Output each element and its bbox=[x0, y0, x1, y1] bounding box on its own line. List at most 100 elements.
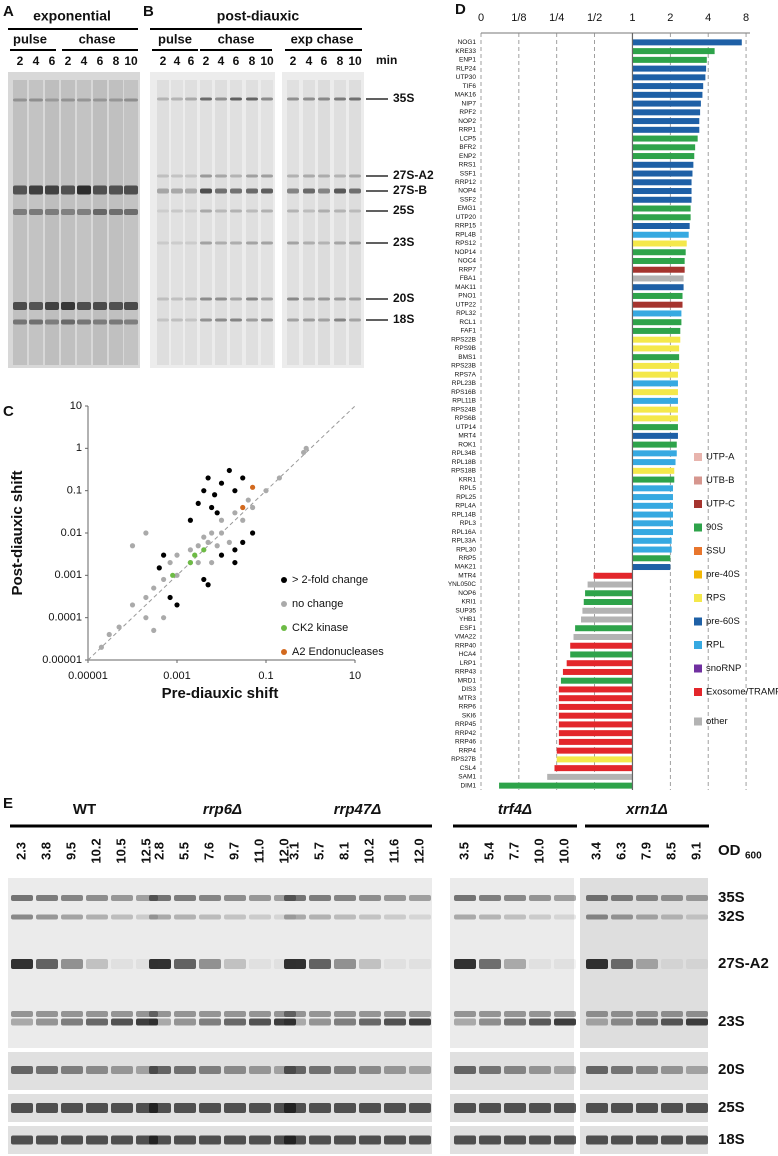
gel-band bbox=[111, 1018, 133, 1026]
gel-band bbox=[61, 1066, 83, 1074]
scatter-point bbox=[143, 615, 149, 621]
gel-lane bbox=[246, 80, 258, 365]
gel-band bbox=[230, 97, 242, 101]
scatter-point bbox=[195, 559, 201, 566]
gel-band bbox=[109, 185, 123, 195]
gel-band bbox=[287, 241, 299, 245]
lane-label: 10 bbox=[348, 54, 362, 68]
gel-band bbox=[11, 959, 33, 969]
legend-label: RPS bbox=[706, 593, 726, 604]
gel-band bbox=[287, 174, 299, 178]
category-label: RPL3 bbox=[460, 520, 477, 527]
bar bbox=[632, 126, 700, 133]
category-label: SSF1 bbox=[460, 170, 477, 177]
gel-band bbox=[359, 1135, 381, 1145]
gel-band bbox=[157, 188, 169, 194]
bar bbox=[632, 432, 678, 439]
gel-band bbox=[157, 318, 169, 322]
gel-lane bbox=[13, 80, 27, 365]
gel-band bbox=[529, 895, 551, 901]
category-label: EMG1 bbox=[458, 205, 477, 212]
gel-band bbox=[309, 1135, 331, 1145]
bar bbox=[558, 712, 633, 719]
lane-label: 2 bbox=[65, 54, 72, 68]
gel-band bbox=[86, 1103, 108, 1113]
bar bbox=[632, 459, 676, 466]
gel-band bbox=[303, 174, 315, 178]
gel-band bbox=[45, 302, 59, 310]
gel-band bbox=[504, 959, 526, 969]
bar bbox=[632, 362, 680, 369]
scatter-point bbox=[98, 644, 104, 650]
category-label: NOP4 bbox=[458, 188, 476, 195]
bar bbox=[632, 161, 694, 168]
gel-band bbox=[309, 914, 331, 920]
gel-band bbox=[11, 1011, 33, 1017]
gel-band bbox=[13, 209, 27, 215]
gel-band bbox=[318, 318, 330, 322]
gel-band bbox=[45, 185, 59, 195]
scatter-point bbox=[167, 594, 173, 601]
category-label: NOP6 bbox=[458, 590, 476, 597]
gel-band bbox=[171, 97, 183, 101]
gel-band bbox=[409, 1018, 431, 1026]
lane-label: 8 bbox=[249, 54, 256, 68]
scatter-point bbox=[161, 576, 167, 583]
x-tick-label: 10 bbox=[349, 670, 361, 682]
gel-lane bbox=[200, 80, 212, 365]
od-value: 9.5 bbox=[63, 842, 78, 860]
category-label: ROK1 bbox=[458, 441, 476, 448]
gel-band bbox=[611, 1066, 633, 1074]
legend-label: > 2-fold change bbox=[292, 574, 368, 586]
lane-label: 8 bbox=[113, 54, 120, 68]
gel-band bbox=[661, 914, 683, 920]
gel-band bbox=[686, 914, 708, 920]
legend-swatch bbox=[694, 500, 702, 508]
gel-band bbox=[454, 1103, 476, 1113]
gel-band bbox=[29, 209, 43, 215]
band-label: 32S bbox=[718, 908, 745, 925]
bar bbox=[558, 738, 633, 745]
y-tick-label: 0.1 bbox=[67, 485, 82, 497]
gel-band bbox=[384, 1011, 406, 1017]
legend-swatch bbox=[694, 570, 702, 579]
y-tick-label: 10 bbox=[70, 400, 82, 412]
y-tick-label: 0.01 bbox=[61, 527, 82, 539]
gel-band bbox=[661, 1103, 683, 1113]
scatter-point bbox=[170, 572, 176, 578]
gel-band bbox=[309, 1018, 331, 1026]
legend-swatch bbox=[694, 453, 702, 461]
category-label: NOG1 bbox=[458, 39, 477, 46]
lane-label: 6 bbox=[321, 54, 328, 68]
legend-swatch bbox=[694, 617, 702, 626]
gel-band bbox=[661, 1135, 683, 1145]
gel-band bbox=[230, 241, 242, 245]
bar bbox=[632, 529, 673, 536]
od-value: 12.0 bbox=[276, 838, 291, 863]
gel-band bbox=[529, 1135, 551, 1145]
gel-band bbox=[171, 297, 183, 301]
category-label: BMS1 bbox=[458, 354, 476, 361]
gel-band bbox=[77, 98, 91, 102]
gel-band bbox=[349, 241, 361, 245]
bar bbox=[632, 144, 696, 151]
category-label: ESF1 bbox=[460, 625, 477, 632]
gel-band bbox=[303, 241, 315, 245]
gel-band bbox=[303, 209, 315, 213]
gel-band bbox=[224, 1011, 246, 1017]
legend-marker bbox=[281, 601, 287, 607]
gel-band bbox=[261, 188, 273, 194]
gel-band bbox=[686, 895, 708, 901]
bar bbox=[575, 625, 633, 632]
scatter-point bbox=[301, 449, 307, 456]
gel-band bbox=[636, 1135, 658, 1145]
gel-band bbox=[611, 1103, 633, 1113]
legend-swatch bbox=[694, 547, 702, 555]
bar bbox=[632, 520, 673, 527]
od-value: 5.7 bbox=[311, 842, 326, 860]
gel-band bbox=[554, 1103, 576, 1113]
gel-band bbox=[334, 1011, 356, 1017]
legend-label: UTB-B bbox=[706, 475, 735, 486]
gel-band bbox=[230, 297, 242, 301]
category-label: RRP15 bbox=[455, 223, 476, 230]
